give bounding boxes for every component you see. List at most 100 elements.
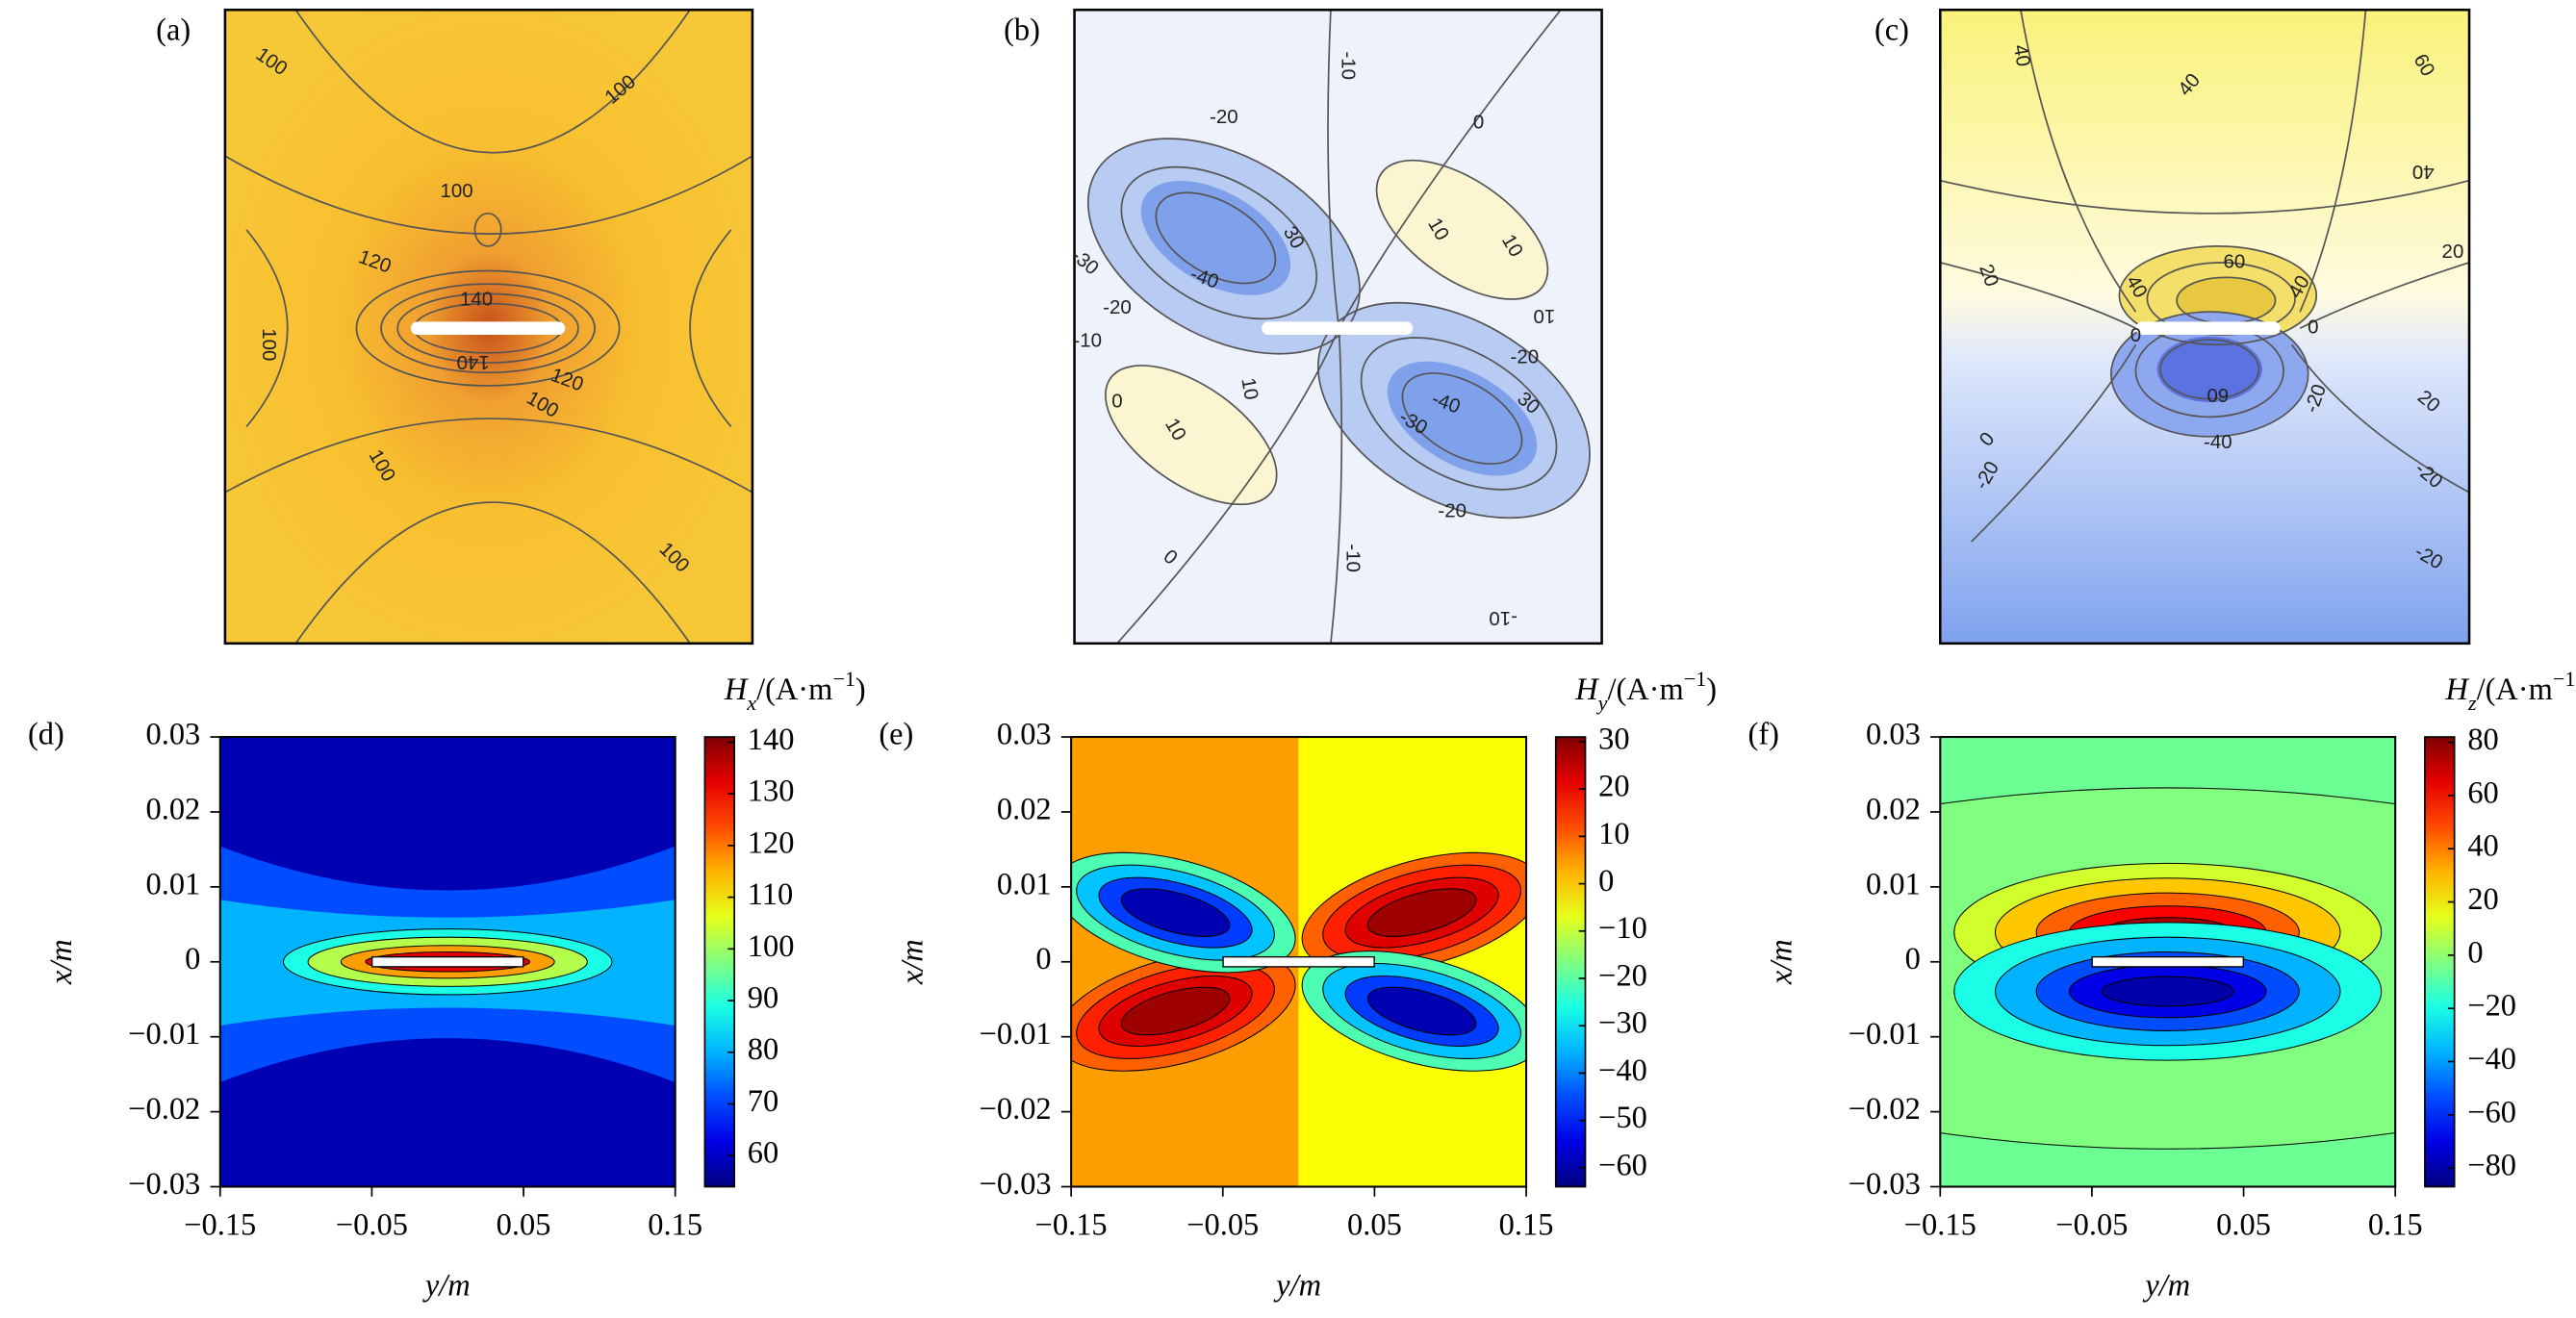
y-tick-label: −0.03 [980,1167,1052,1202]
y-tick-label: 0.03 [997,717,1052,751]
contour-label: -20 [1511,345,1540,368]
y-tick-label: −0.02 [980,1092,1052,1127]
colorbar-tick-label: 90 [748,981,778,1016]
contour-label: 20 [2442,241,2464,263]
colorbar-tick-label: −10 [1598,911,1647,946]
contour-label: 60 [2206,384,2229,406]
conductor [2091,955,2244,968]
colorbar-title: Hz/(A·m−1) [2445,667,2576,715]
x-axis-label: y/m [2142,1269,2190,1304]
x-tick-label: −0.05 [2055,1208,2128,1243]
heatmap [1071,737,1527,1187]
conductor [371,955,524,968]
y-axis-label: x/m [895,939,930,985]
colorbar-tick-label: −20 [1598,958,1647,993]
contour-label: 40 [2009,43,2035,68]
x-axis-label: y/m [422,1269,471,1304]
x-tick-label: 0.05 [497,1208,551,1243]
x-tick-label: 0.15 [1499,1208,1554,1243]
colorbar-tick-label: 120 [748,825,795,860]
colorbar-title-part: x [746,691,756,715]
colorbar-tick-label: 10 [1598,817,1629,851]
x-tick-label: 0.05 [2216,1208,2271,1243]
colorbar-title: Hy/(A·m−1) [1574,667,1717,715]
x-tick-label: −0.05 [336,1208,408,1243]
contour-label: 0 [1111,390,1122,412]
panel-frame [1073,8,1603,646]
y-tick-label: 0.03 [1866,717,1921,751]
colorbar [703,736,736,1188]
y-axis-label: x/m [44,939,79,985]
colorbar-title-part: −1 [2553,667,2576,691]
contour-label: -10 [1489,607,1518,629]
contour-label: 100 [258,328,280,361]
colorbar-tick-label: 70 [748,1084,778,1119]
colorbar-title-part: ) [1706,672,1717,707]
colorbar-tick-label: −20 [2467,989,2516,1024]
colorbar-title-part: /(A·m [756,672,832,707]
x-axis-label: y/m [1273,1269,1321,1304]
colorbar-tick-label: −50 [1598,1101,1647,1135]
contour-label: 40 [2412,161,2435,183]
colorbar-tick-label: 60 [2467,775,2498,810]
colorbar-tick-label: −60 [1598,1148,1647,1182]
x-tick-label: −0.15 [1035,1208,1108,1243]
colorbar [1554,736,1587,1188]
y-tick-label: 0.01 [146,867,201,901]
colorbar-title-part: H [2445,672,2470,707]
colorbar-tick-label: 0 [2467,935,2483,970]
colorbar-tick-label: 110 [748,877,793,912]
panel-label: (b) [1004,13,1040,48]
colorbar-tick-label: 130 [748,774,795,809]
colorbar-tick-label: 20 [1598,770,1629,804]
contour-label: 60 [2223,250,2245,272]
colorbar-title-part: −1 [1684,667,1707,691]
contour-label: 140 [457,351,490,373]
colorbar-tick-label: 140 [748,722,795,757]
colorbar-title-part: y [1596,691,1608,715]
heatmap [1940,737,2396,1187]
colorbar [2424,736,2456,1188]
colorbar-tick-label: −30 [1598,1006,1647,1041]
colorbar-tick-label: −80 [2467,1149,2516,1183]
panel-label: (f) [1748,717,1779,751]
colorbar-title: Hx/(A·m−1) [724,667,866,715]
x-tick-label: −0.15 [184,1208,256,1243]
contour-label: 100 [441,180,473,202]
y-tick-label: 0 [1905,942,1921,976]
contour-label: -20 [1438,500,1467,522]
x-tick-label: 0.15 [2368,1208,2423,1243]
y-tick-label: −0.02 [1849,1092,1921,1127]
colorbar-tick-label: 80 [2467,722,2498,757]
y-tick-label: −0.01 [1849,1017,1921,1052]
contour-image [224,10,752,644]
colorbar-title-part: −1 [832,667,855,691]
panel-label: (c) [1875,13,1909,48]
contour-label: -20 [1103,296,1132,318]
colorbar-title-part: H [1574,672,1599,707]
y-tick-label: 0.01 [997,867,1052,901]
colorbar-tick-label: 100 [748,929,795,964]
contour-label: -20 [1210,106,1238,128]
colorbar-tick-label: 20 [2467,882,2498,917]
panel-label: (d) [28,717,64,751]
contour-label: 10 [1237,376,1262,401]
colorbar-tick-label: 30 [1598,722,1629,756]
panel-frame [1939,8,2471,646]
panel-label: (a) [156,13,191,48]
heatmap-field [1120,888,1231,937]
y-tick-label: −0.01 [980,1017,1052,1052]
contour-label: 140 [460,289,493,311]
colorbar-title-part: /(A·m [2477,672,2553,707]
colorbar-title-part: H [724,672,749,707]
heatmap-field [1366,888,1477,937]
colorbar-tick-label: −60 [2467,1095,2516,1129]
y-tick-label: 0 [185,942,200,976]
contour-label: 0 [2308,317,2318,339]
colorbar-title-part: /(A·m [1607,672,1683,707]
heatmap [219,737,676,1187]
panel-label: (e) [879,717,913,751]
y-tick-label: 0 [1035,942,1051,976]
